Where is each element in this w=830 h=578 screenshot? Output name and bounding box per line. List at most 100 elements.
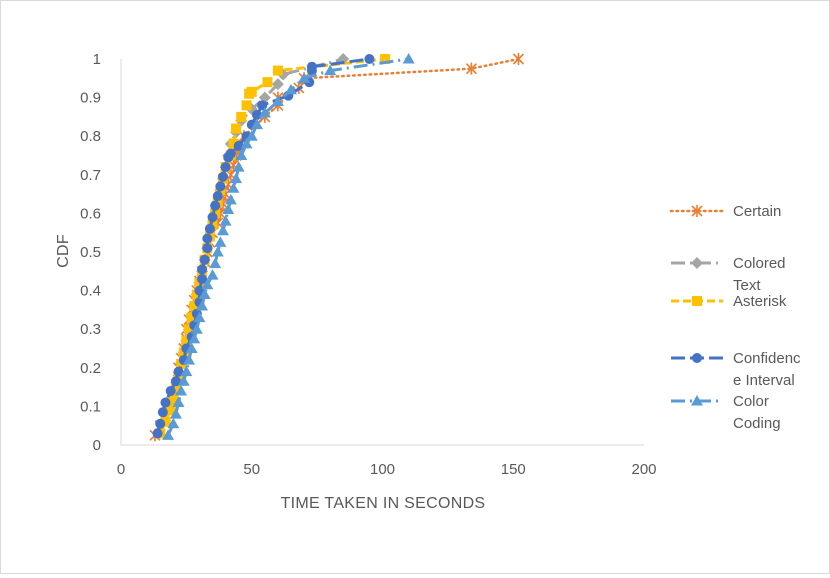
data-point-color-coding: [177, 375, 190, 386]
data-point-asterisk: [241, 100, 252, 111]
y-tick-label: 0.4: [80, 283, 101, 300]
data-point-asterisk: [236, 111, 247, 122]
series-line-asterisk: [158, 57, 386, 435]
data-point-color-coding: [324, 64, 337, 76]
data-point-color-coding: [258, 107, 271, 118]
data-point-color-coding: [175, 384, 188, 396]
data-point-confidence-interval: [194, 285, 205, 296]
legend-swatch-marker: [692, 353, 702, 363]
data-point-color-coding: [219, 215, 232, 226]
y-tick-label: 0.8: [80, 128, 101, 145]
data-point-confidence-interval: [217, 171, 228, 182]
data-point-confidence-interval: [202, 243, 213, 254]
legend-label: Colored Text: [733, 255, 786, 294]
data-point-asterisk: [380, 54, 391, 64]
data-point-color-coding: [232, 161, 245, 172]
data-point-colored-text: [271, 78, 284, 91]
axes: 0 50 100 150 200 0 0.1 0.2 0.3 0.4 0.5 0.6 0.7 0.8 0.9…: [80, 51, 656, 478]
data-point-color-coding: [209, 257, 222, 269]
y-tick-label: 0.6: [80, 205, 101, 222]
legend-swatch-marker: [691, 395, 703, 406]
legend-swatch-marker: [691, 205, 703, 217]
y-tick-label: 0.9: [80, 90, 101, 107]
x-axis-title: TIME TAKEN IN SECONDS: [281, 495, 486, 512]
legend-swatch-marker: [692, 296, 702, 306]
data-point-color-coding: [198, 288, 211, 299]
legend-item-colored-text: Colored Text: [671, 255, 786, 294]
data-point-color-coding: [190, 323, 203, 334]
data-point-confidence-interval: [152, 428, 163, 439]
data-point-asterisk: [168, 393, 179, 404]
data-point-color-coding: [402, 53, 415, 64]
data-point-color-coding: [188, 332, 201, 344]
data-point-asterisk: [272, 65, 283, 76]
x-tick-label: 100: [370, 461, 395, 478]
data-point-confidence-interval: [212, 191, 223, 202]
legend-label: Color Coding: [733, 393, 781, 432]
data-point-color-coding: [298, 72, 311, 83]
data-point-asterisk: [160, 416, 171, 427]
data-point-color-coding: [193, 311, 206, 323]
data-point-asterisk: [181, 335, 192, 346]
data-point-color-coding: [284, 83, 297, 95]
series-layer: [149, 53, 525, 442]
data-point-color-coding: [230, 172, 243, 184]
data-point-color-coding: [167, 417, 180, 429]
data-point-confidence-interval: [155, 418, 166, 429]
series-color-coding: [162, 53, 415, 440]
data-point-color-coding: [180, 365, 193, 377]
x-tick-label: 150: [501, 461, 526, 478]
data-point-confidence-interval: [210, 200, 221, 211]
data-point-color-coding: [206, 269, 219, 280]
legend-item-color-coding: Color Coding: [671, 393, 781, 432]
data-point-certain: [465, 62, 477, 75]
data-point-color-coding: [216, 224, 229, 236]
data-point-color-coding: [224, 193, 237, 205]
data-point-confidence-interval: [220, 162, 231, 173]
data-point-asterisk: [186, 312, 197, 323]
x-tick-label: 0: [117, 461, 125, 478]
data-point-confidence-interval: [364, 54, 375, 64]
legend-item-certain: Certain: [669, 203, 781, 220]
data-point-confidence-interval: [306, 61, 317, 72]
data-point-asterisk: [262, 77, 273, 88]
x-tick-label: 200: [631, 461, 656, 478]
data-point-confidence-interval: [204, 223, 215, 234]
data-point-color-coding: [196, 300, 209, 311]
data-point-confidence-interval: [215, 181, 226, 192]
legend-swatch-marker: [691, 257, 703, 269]
data-point-asterisk: [170, 382, 181, 393]
data-point-color-coding: [162, 429, 175, 440]
y-tick-label: 1: [93, 51, 101, 68]
data-point-asterisk: [246, 86, 257, 97]
legend-item-confidence-interval: Confidenc e Interval: [671, 350, 801, 389]
data-point-color-coding: [211, 246, 224, 257]
data-point-color-coding: [240, 137, 253, 149]
data-point-asterisk: [189, 301, 200, 312]
data-point-confidence-interval: [199, 254, 210, 265]
y-tick-label: 0.2: [80, 360, 101, 377]
y-tick-label: 0.7: [80, 167, 101, 184]
data-point-confidence-interval: [207, 212, 218, 223]
data-point-confidence-interval: [197, 264, 208, 275]
data-point-color-coding: [227, 182, 240, 193]
data-point-asterisk: [228, 138, 239, 149]
data-point-certain: [512, 53, 525, 65]
data-point-color-coding: [214, 236, 227, 247]
y-tick-label: 0: [93, 437, 101, 454]
legend-label: Confidenc e Interval: [733, 350, 801, 389]
y-axis-title: CDF: [55, 234, 72, 268]
data-point-confidence-interval: [202, 233, 213, 244]
data-point-color-coding: [271, 95, 284, 106]
data-point-confidence-interval: [173, 366, 184, 377]
data-point-color-coding: [222, 203, 235, 215]
data-point-confidence-interval: [197, 274, 208, 285]
data-point-asterisk: [183, 324, 194, 335]
data-point-color-coding: [235, 149, 248, 160]
data-point-color-coding: [172, 396, 185, 408]
data-point-confidence-interval: [170, 376, 181, 387]
data-point-asterisk: [165, 405, 176, 416]
series-asterisk: [155, 54, 391, 439]
